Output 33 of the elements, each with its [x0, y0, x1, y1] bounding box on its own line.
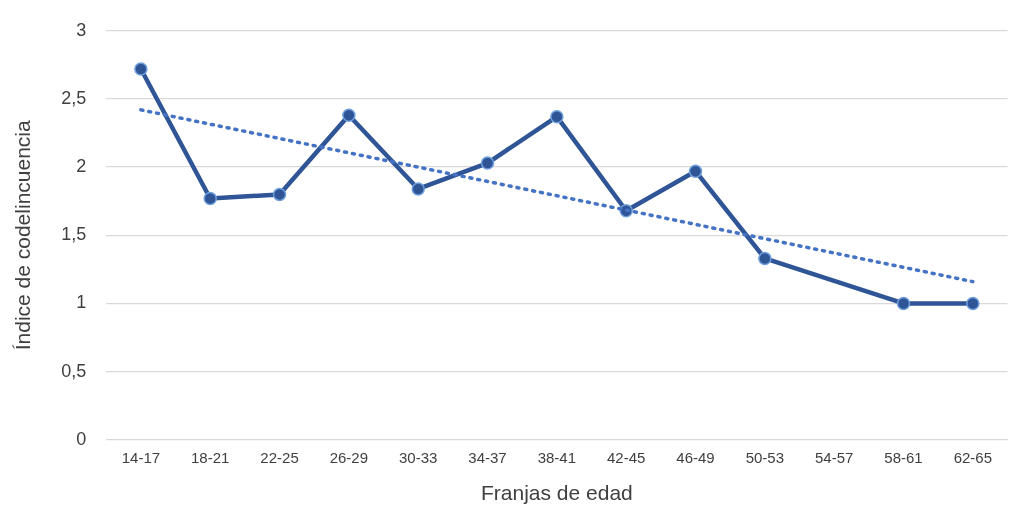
x-tick-label: 38-41: [537, 448, 577, 466]
y-tick-label: 2,5: [61, 87, 87, 108]
x-tick-label: 14-17: [121, 448, 161, 466]
point: [896, 296, 911, 311]
point: [203, 191, 217, 206]
point: [688, 164, 703, 178]
x-tick-label: 34-37: [468, 448, 507, 466]
point: [342, 108, 356, 123]
x-tick-label: 62-65: [953, 448, 993, 466]
x-tick-label: 26-29: [329, 448, 369, 466]
x-tick-label: 42-45: [607, 448, 646, 466]
x-tick-label: 46-49: [676, 448, 715, 466]
x-tick-label: 22-25: [260, 448, 299, 466]
y-tick-label: 1: [76, 292, 87, 313]
point: [480, 156, 495, 170]
x-axis-title: Franjas de edad: [480, 481, 633, 505]
point: [758, 251, 772, 266]
x-tick-label: 50-53: [745, 448, 785, 466]
x-tick-label: 30-33: [399, 448, 438, 466]
y-tick-label: 0: [76, 428, 87, 449]
y-tick-label: 0,5: [61, 360, 87, 381]
x-tick-label: 18-21: [191, 448, 230, 466]
y-tick-label: 3: [76, 19, 87, 40]
y-axis-title: Índice de codelincuencia: [11, 119, 35, 351]
y-tick-label: 2: [76, 156, 87, 177]
y-tick-label: 1,5: [61, 224, 87, 245]
x-tick-label: 54-57: [814, 448, 854, 466]
point: [134, 62, 148, 76]
point: [966, 296, 980, 311]
point: [411, 182, 425, 196]
point: [272, 187, 287, 202]
point: [550, 109, 564, 124]
x-tick-label: 58-61: [884, 448, 923, 466]
